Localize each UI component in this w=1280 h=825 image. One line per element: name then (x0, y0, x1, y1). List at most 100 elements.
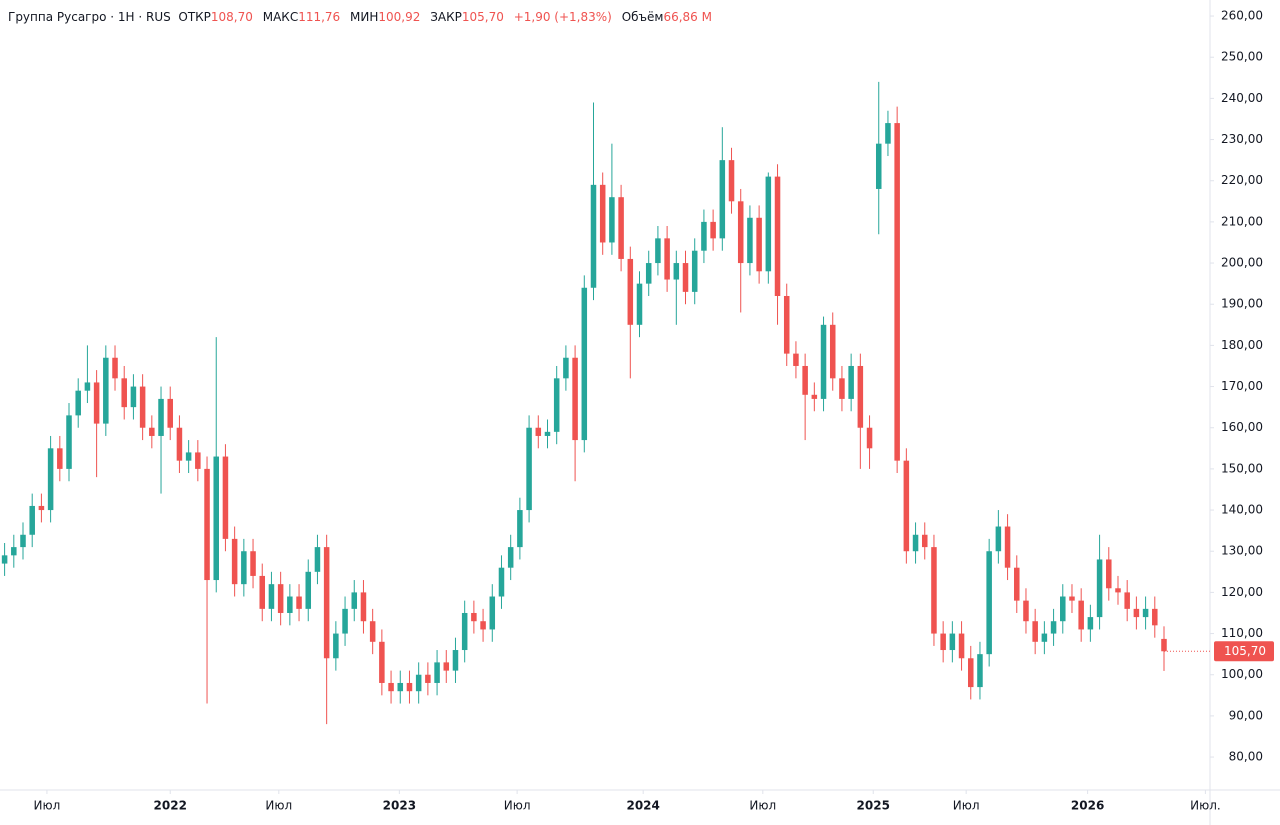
candle-body (710, 221, 716, 239)
candle-body (921, 534, 928, 548)
x-tick-label: Июл (953, 799, 980, 813)
candle-body (1161, 638, 1167, 652)
x-tick-label: Июл (34, 799, 61, 813)
candle-body (719, 160, 726, 239)
y-tick-label: 240,00 (1221, 91, 1263, 105)
candle-body (912, 534, 919, 552)
candle-body (572, 357, 578, 441)
candle-body (176, 427, 183, 461)
candle-body (1115, 588, 1121, 593)
close-label: ЗАКР (430, 10, 462, 24)
y-tick-label: 190,00 (1221, 297, 1263, 311)
candle-body (149, 427, 155, 436)
candle-body (618, 197, 624, 259)
candle-body (425, 674, 431, 683)
candle-body (903, 460, 910, 552)
candle-body (333, 633, 339, 659)
candle-body (765, 176, 772, 272)
candle-body (489, 596, 496, 630)
candle-body (894, 123, 900, 461)
candle-body (38, 505, 45, 511)
candle-body (241, 551, 247, 585)
change: +1,90 (+1,83%) (513, 10, 612, 24)
volume-value: 66,86 М (663, 10, 712, 24)
candle-body (609, 197, 615, 243)
candle-body (949, 633, 956, 651)
candle-body (158, 398, 164, 436)
candle-body (57, 448, 63, 469)
candle-body (287, 596, 293, 613)
candle-body (1004, 526, 1011, 568)
candle-body (259, 575, 266, 609)
close-value: 105,70 (461, 10, 504, 24)
candle-body (434, 662, 440, 683)
candle-body (995, 526, 1002, 552)
y-tick-label: 230,00 (1221, 132, 1263, 146)
candle-body (388, 682, 394, 692)
candle-body (139, 386, 146, 428)
candle-body (673, 263, 680, 280)
candle-body (526, 427, 532, 511)
candle-body (857, 365, 864, 428)
candle-body (875, 143, 882, 189)
candle-body (931, 547, 937, 634)
candle-body (1041, 633, 1048, 642)
candle-body (885, 123, 891, 144)
low-value: 100,92 (378, 10, 421, 24)
candle-body (351, 592, 358, 609)
y-tick-label: 110,00 (1221, 626, 1263, 640)
candle-body (590, 184, 597, 288)
x-tick-label: Июл (504, 799, 531, 813)
y-tick-label: 150,00 (1221, 461, 1263, 475)
volume-label: Объём (621, 10, 664, 24)
candle-body (599, 184, 606, 243)
low-label: МИН (350, 10, 379, 24)
y-tick-label: 250,00 (1221, 50, 1263, 64)
candle-body (93, 382, 100, 424)
candle-body (480, 621, 486, 630)
candle-body (29, 505, 35, 535)
candle-body (728, 160, 735, 202)
candle-body (250, 551, 256, 576)
candle-body (535, 427, 542, 436)
candle-body (406, 682, 413, 692)
candle-body (498, 567, 505, 597)
candle-body (20, 534, 26, 548)
candle-body (563, 357, 569, 379)
x-tick-label: Июл. (1190, 799, 1221, 813)
x-tick-label: 2023 (383, 799, 416, 813)
candle-body (268, 584, 275, 609)
candle-body (517, 510, 523, 548)
candle-body (314, 547, 321, 572)
symbol: Группа Русагро · 1Н · RUS (8, 10, 171, 24)
candle-body (461, 612, 468, 651)
candle-body (185, 452, 192, 461)
candle-body (1152, 608, 1158, 626)
candle-body (471, 612, 477, 622)
candle-body (737, 201, 744, 264)
candle-body (397, 682, 404, 692)
y-tick-label: 140,00 (1221, 503, 1263, 517)
candle-body (1096, 559, 1103, 618)
candle-body (415, 674, 422, 692)
candle-body (958, 633, 965, 659)
candle-body (121, 378, 127, 408)
candle-body (627, 258, 634, 325)
candle-body (103, 357, 109, 424)
candle-body (848, 365, 854, 399)
x-tick-label: 2024 (626, 799, 659, 813)
y-tick-label: 160,00 (1221, 420, 1263, 434)
last-price-label: 105,70 (1224, 644, 1266, 658)
candle-body (793, 353, 799, 366)
candle-body (645, 263, 652, 284)
candle-body (553, 378, 560, 432)
high-label: МАКС (262, 10, 299, 24)
candle-body (296, 596, 302, 609)
candle-body (811, 394, 818, 399)
candle-body (222, 456, 229, 539)
candle-body (1, 555, 8, 564)
candle-body (783, 295, 790, 354)
y-tick-label: 260,00 (1221, 9, 1263, 23)
candle-body (701, 221, 707, 251)
